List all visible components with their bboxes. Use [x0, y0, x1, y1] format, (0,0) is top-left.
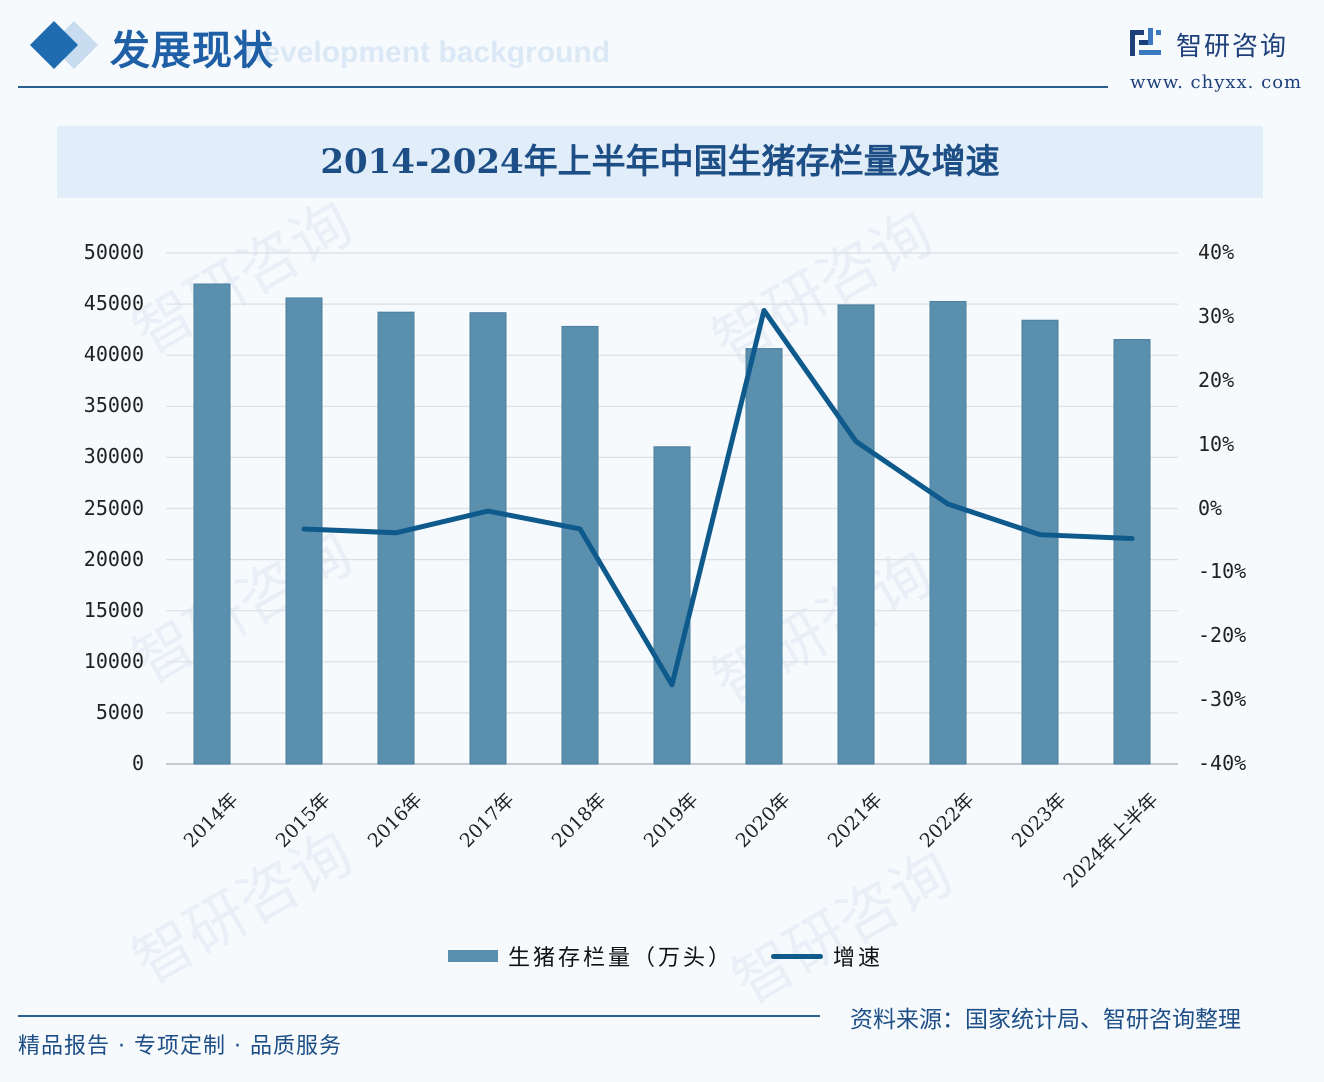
growth-line	[301, 307, 1135, 688]
bar-2017年	[469, 312, 507, 765]
y-right-tick: 30%	[1198, 303, 1235, 328]
bar-2019年	[653, 446, 691, 765]
logo-mark-icon	[1130, 28, 1161, 56]
section-subtitle: development background	[245, 36, 611, 69]
legend-line-swatch-icon	[771, 953, 824, 959]
bar-2023年	[1021, 319, 1059, 765]
legend-bar-swatch-icon	[448, 950, 498, 962]
chart-title: 2014-2024年上半年中国生猪存栏量及增速	[320, 142, 1000, 182]
chart-title-band: 2014-2024年上半年中国生猪存栏量及增速	[57, 126, 1263, 198]
logo-name: 智研咨询	[1176, 32, 1289, 62]
y-right-tick: -10%	[1198, 559, 1247, 584]
bar-2018年	[561, 325, 599, 765]
bar-2014年	[193, 283, 231, 765]
bar-2024年上半年	[1113, 339, 1151, 765]
y-right-tick: 20%	[1198, 367, 1235, 392]
page-header: development background 发展现状 智研咨询 www. ch…	[0, 0, 1324, 100]
logo-url: www. chyxx. com	[1130, 72, 1303, 93]
y-right-tick: 10%	[1198, 431, 1235, 456]
y-left-tick: 5000	[95, 699, 144, 724]
footer-divider	[18, 1015, 820, 1017]
chart-legend: 生猪存栏量（万头） 增速	[448, 940, 883, 972]
bar-2021年	[837, 304, 875, 765]
y-right-tick: 0%	[1198, 495, 1223, 520]
bar-2022年	[929, 300, 967, 765]
y-left-tick: 25000	[83, 495, 144, 520]
bar-2016年	[377, 311, 415, 765]
y-right-tick: -40%	[1198, 751, 1247, 775]
legend-line-label: 增速	[833, 946, 884, 971]
y-left-tick: 0	[131, 751, 144, 775]
y-left-tick: 35000	[83, 393, 144, 418]
data-source: 资料来源：国家统计局、智研咨询整理	[850, 1007, 1241, 1033]
y-left-tick: 20000	[83, 546, 144, 571]
y-left-tick: 15000	[83, 597, 144, 622]
y-right-tick: 40%	[1198, 240, 1235, 264]
section-title: 发展现状	[110, 27, 274, 74]
y-right-tick: -30%	[1198, 687, 1247, 712]
y-left-tick: 40000	[83, 342, 144, 367]
footer-tagline: 精品报告 · 专项定制 · 品质服务	[18, 1034, 342, 1059]
header-divider	[18, 86, 1108, 88]
legend-bar-label: 生猪存栏量（万头）	[508, 946, 734, 971]
y-right-tick: -20%	[1198, 623, 1247, 648]
bar-2020年	[745, 348, 783, 765]
y-left-tick: 10000	[83, 648, 144, 673]
y-left-tick: 30000	[83, 444, 144, 469]
y-left-tick: 50000	[83, 240, 144, 264]
y-left-tick: 45000	[83, 291, 144, 316]
